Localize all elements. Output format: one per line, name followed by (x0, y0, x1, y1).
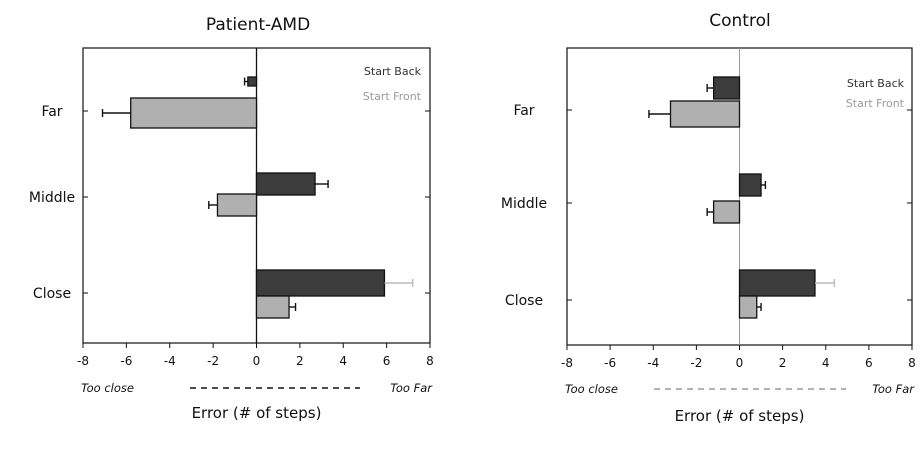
bar-start-back (712, 76, 741, 100)
bar-start-back (738, 269, 816, 297)
x-tick-label: -8 (561, 356, 573, 370)
category-label: Middle (29, 190, 75, 206)
panel-patient-amd: Patient-AMD -8 -6 -4 -2 0 2 4 6 8 Far Middle Close St… (29, 15, 434, 422)
bar-start-back (255, 172, 316, 196)
category-label: Close (33, 286, 71, 302)
x-tick-label: 0 (253, 354, 261, 368)
annotation-too-far: Too Far (390, 381, 433, 395)
x-tick-label: -4 (647, 356, 659, 370)
x-tick-label: 6 (383, 354, 391, 368)
x-tick-label: 6 (865, 356, 873, 370)
bar-start-front (216, 193, 258, 217)
x-tick-label: -6 (120, 354, 132, 368)
legend-item: Start Front (363, 90, 422, 103)
x-tick-label: 8 (908, 356, 916, 370)
x-tick-label: 4 (339, 354, 347, 368)
x-tick-label: -8 (77, 354, 89, 368)
bar-start-front (738, 295, 758, 319)
x-tick-label: 2 (779, 356, 787, 370)
x-tick-label: -2 (207, 354, 219, 368)
annotation-too-close: Too close (81, 381, 134, 395)
bar-start-front (255, 295, 290, 319)
bar-start-back (255, 269, 386, 297)
legend-item: Start Back (847, 77, 905, 90)
x-tick-label: 4 (822, 356, 830, 370)
bar-start-front (130, 97, 258, 129)
bar-start-front (669, 100, 741, 128)
category-label: Far (513, 103, 534, 119)
category-label: Middle (501, 196, 547, 212)
panel-control: Control -8 -6 -4 -2 0 2 4 6 8 Far Middle Close Start … (462, 0, 924, 465)
x-tick-label: 8 (426, 354, 434, 368)
x-tick-label: 0 (736, 356, 744, 370)
bar-start-back (738, 173, 762, 197)
legend-item: Start Back (364, 65, 422, 78)
category-label: Far (41, 104, 62, 120)
bar-start-front (712, 200, 741, 224)
legend-item: Start Front (846, 97, 905, 110)
annotation-too-close: Too close (565, 382, 618, 396)
x-axis-label: Error (# of steps) (675, 407, 805, 425)
x-tick-label: -4 (164, 354, 176, 368)
x-tick-label: -2 (690, 356, 702, 370)
chart-title: Patient-AMD (206, 15, 310, 35)
annotation-too-far: Too Far (872, 382, 915, 396)
chart-control: Control -8 -6 -4 -2 0 2 4 6 8 Far Middle Close Start … (501, 11, 916, 425)
category-label: Close (505, 293, 543, 309)
x-axis-label: Error (# of steps) (192, 404, 322, 422)
chart-title: Control (709, 11, 770, 31)
x-tick-label: -6 (604, 356, 616, 370)
x-tick-label: 2 (296, 354, 304, 368)
bar-start-back (247, 76, 258, 87)
chart-patient-amd: Patient-AMD -8 -6 -4 -2 0 2 4 6 8 Far Middle Close St… (29, 15, 434, 422)
